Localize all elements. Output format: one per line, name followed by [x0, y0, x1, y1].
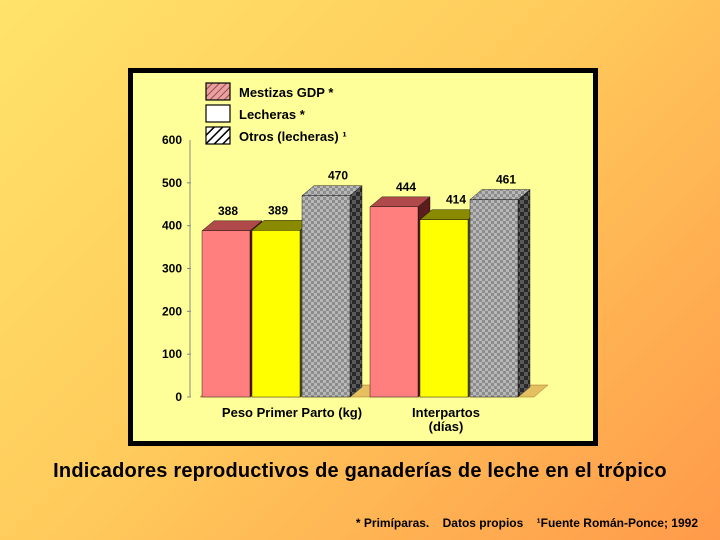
y-tick-label: 400	[162, 219, 182, 233]
bar-chart: 0 100 200 300 400 500 600 388 389 470 444 414 461 Pes…	[133, 73, 593, 441]
data-label: 414	[446, 193, 466, 207]
legend-swatch	[205, 126, 231, 145]
data-label: 461	[496, 173, 516, 187]
y-tick-label: 500	[162, 176, 182, 190]
data-label: 389	[268, 203, 288, 217]
category-label: Peso Primer Parto (kg)	[222, 405, 362, 420]
bar-otros	[469, 199, 519, 398]
legend-label: Otros (lecheras) ¹	[239, 129, 347, 144]
bar-side-otros	[349, 185, 363, 398]
legend-swatch	[205, 104, 231, 123]
data-label: 444	[396, 180, 416, 194]
chart-frame: 0 100 200 300 400 500 600 388 389 470 444 414 461 Pes…	[128, 68, 598, 446]
category-label: Interpartos	[412, 405, 480, 420]
bar-otros	[301, 195, 351, 398]
footnote: * Primíparas. Datos propios ¹Fuente Romá…	[0, 516, 698, 530]
footnote-fuente: ¹Fuente Román-Ponce; 1992	[536, 516, 698, 530]
y-tick-label: 600	[162, 133, 182, 147]
legend-swatch	[205, 82, 231, 101]
bar-lecheras	[419, 219, 469, 398]
legend-label: Lecheras *	[239, 107, 306, 122]
bar-lecheras	[251, 230, 301, 398]
y-tick-label: 100	[162, 347, 182, 361]
bar-side-otros	[517, 189, 531, 398]
legend-label: Mestizas GDP *	[239, 85, 334, 100]
category-label: (días)	[429, 419, 464, 434]
bar-mestizas	[201, 230, 251, 398]
footnote-datos: Datos propios	[442, 516, 524, 530]
data-label: 388	[218, 204, 238, 218]
y-tick-label: 0	[175, 390, 182, 404]
bar-mestizas	[369, 206, 419, 398]
y-tick-label: 300	[162, 262, 182, 276]
footnote-primiparas: * Primíparas.	[355, 516, 430, 530]
data-label: 470	[328, 169, 348, 183]
y-tick-label: 200	[162, 304, 182, 318]
chart-title: Indicadores reproductivos de ganaderías …	[53, 460, 667, 482]
